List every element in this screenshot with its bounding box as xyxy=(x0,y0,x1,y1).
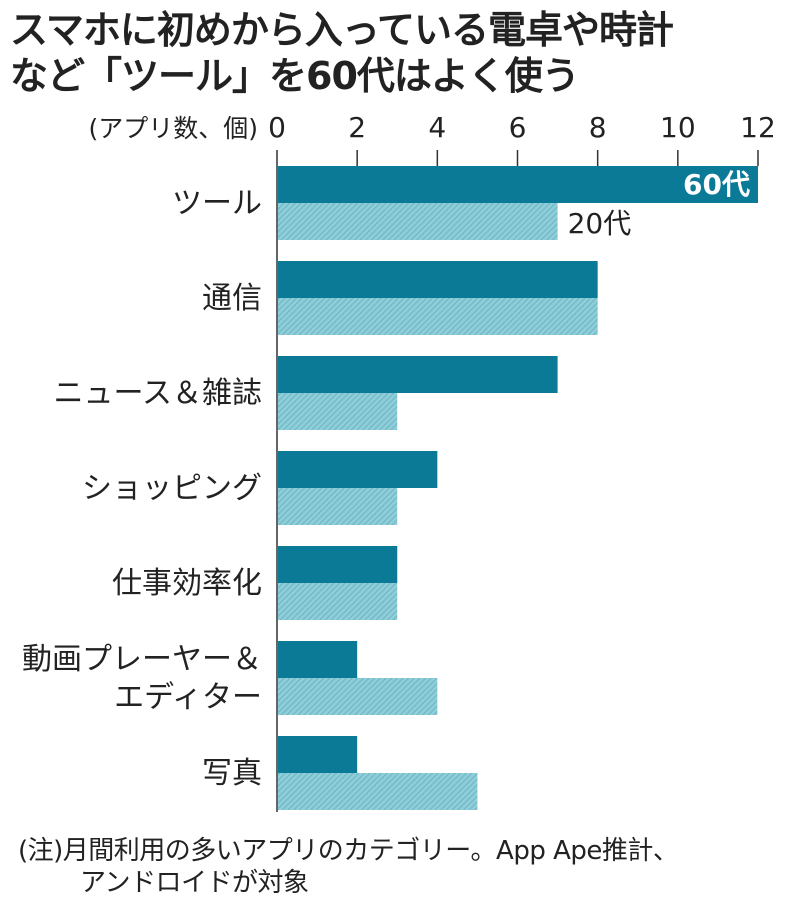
bar-60s xyxy=(277,166,758,203)
category-label: ニュース＆雑誌 xyxy=(54,376,263,411)
category-label: 通信 xyxy=(202,281,262,316)
x-tick-label: 0 xyxy=(268,111,286,144)
x-tick-label: 12 xyxy=(740,111,776,144)
x-tick-label: 2 xyxy=(348,111,366,144)
unit-label: (アプリ数、個) xyxy=(88,114,258,143)
category-label: 動画プレーヤー＆ xyxy=(22,642,262,677)
category-label: 仕事効率化 xyxy=(112,566,262,601)
x-tick-label: 10 xyxy=(660,111,696,144)
bar-60s xyxy=(277,546,398,583)
bar-20s xyxy=(277,393,398,430)
category-label: ツール xyxy=(172,186,262,221)
bar-20s xyxy=(277,773,478,810)
bar-60s xyxy=(277,736,358,773)
x-tick-label: 6 xyxy=(509,111,527,144)
bar-20s xyxy=(277,298,598,335)
category-label: エディター xyxy=(114,680,262,715)
bar-20s xyxy=(277,678,438,715)
bar-20s xyxy=(277,583,398,620)
bar-60s xyxy=(277,451,438,488)
category-label: 写真 xyxy=(202,756,262,791)
bar-60s xyxy=(277,356,558,393)
bar-20s xyxy=(277,488,398,525)
note-line-1: (注)月間利用の多いアプリのカテゴリー。App Ape推計、 xyxy=(18,836,679,866)
bar-60s xyxy=(277,261,598,298)
x-tick-label: 4 xyxy=(428,111,446,144)
chart-title-line-2: など「ツール」を60代はよく使う xyxy=(10,54,580,98)
x-tick-label: 8 xyxy=(589,111,607,144)
bar-20s xyxy=(277,203,558,240)
chart-title-line-1: スマホに初めから入っている電卓や時計 xyxy=(10,8,674,52)
legend-label-20s: 20代 xyxy=(568,207,632,240)
bar-60s xyxy=(277,641,358,678)
category-label: ショッピング xyxy=(82,471,262,506)
legend-label-60s: 60代 xyxy=(683,168,750,201)
note-line-2: アンドロイドが対象 xyxy=(80,868,309,898)
